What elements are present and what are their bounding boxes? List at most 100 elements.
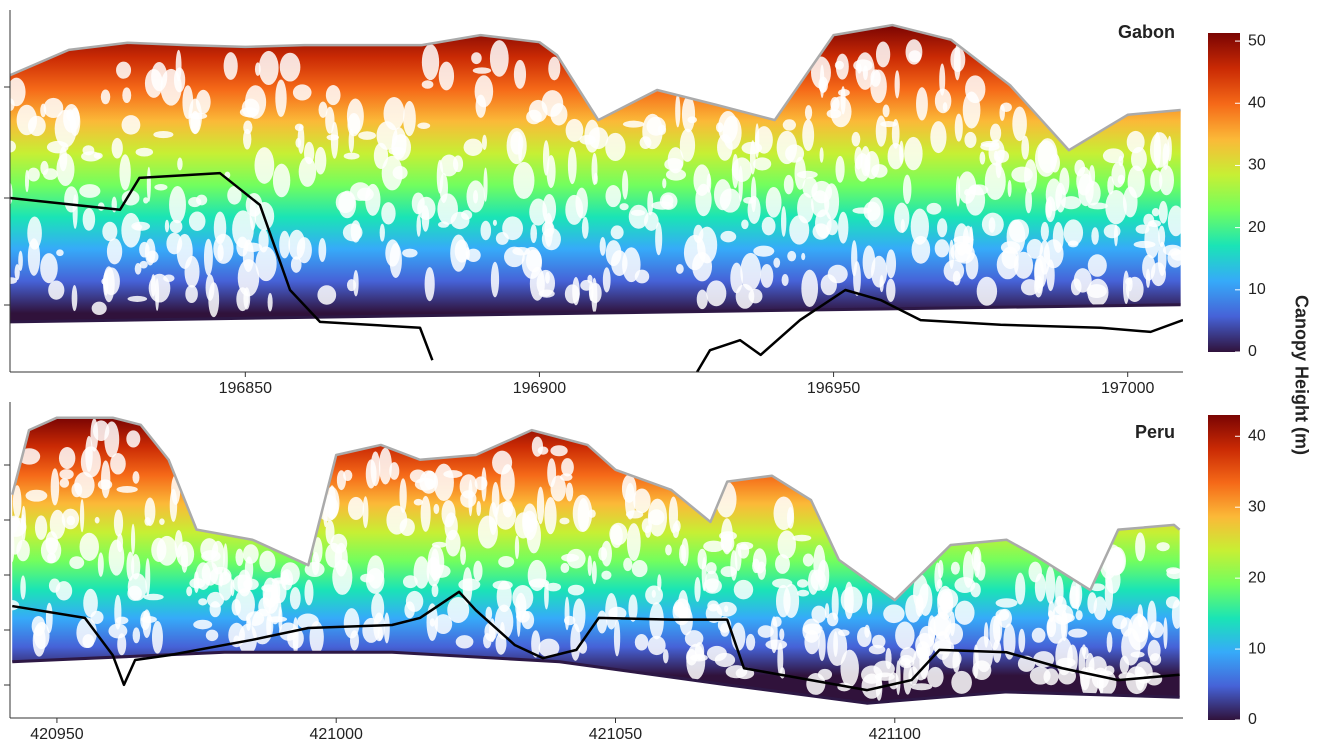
- canopy-gap: [353, 270, 359, 297]
- canopy-gap: [386, 505, 408, 535]
- canopy-gap: [934, 631, 952, 660]
- canopy-gap: [431, 541, 447, 548]
- canopy-gap: [1097, 670, 1117, 696]
- canopy-gap: [679, 544, 687, 564]
- canopy-gap: [414, 477, 436, 491]
- canopy-gap: [185, 285, 198, 304]
- canopy-gap: [18, 250, 23, 271]
- canopy-gap: [918, 595, 923, 604]
- canopy-gap: [237, 259, 260, 297]
- canopy-gap: [126, 430, 141, 448]
- canopy-gap: [715, 481, 737, 518]
- canopy-gap: [886, 249, 897, 279]
- canopy-gap: [116, 486, 138, 493]
- canopy-gap: [647, 190, 654, 216]
- canopy-gap: [441, 500, 456, 528]
- canopy-gap: [927, 666, 944, 688]
- canopy-gap: [657, 124, 667, 136]
- canopy-gap: [27, 115, 46, 137]
- canopy-gap: [999, 104, 1006, 121]
- canopy-gap: [1125, 666, 1148, 695]
- canopy-gap: [958, 171, 977, 204]
- canopy-gap: [529, 198, 548, 226]
- colorbar: [1208, 33, 1240, 352]
- canopy-gap: [1025, 188, 1033, 214]
- canopy-gap: [651, 201, 674, 210]
- canopy-gap: [421, 44, 440, 81]
- canopy-gap: [272, 163, 291, 198]
- canopy-gap: [733, 579, 754, 600]
- canopy-gap: [875, 41, 891, 68]
- canopy-gap: [242, 239, 254, 273]
- canopy-gap: [1158, 225, 1166, 248]
- canopy-gap: [898, 654, 915, 669]
- canopy-gap: [79, 499, 85, 533]
- canopy-gap: [431, 583, 439, 598]
- canopy-gap: [1054, 595, 1067, 615]
- canopy-gap: [681, 95, 696, 133]
- canopy-gap: [942, 102, 948, 112]
- canopy-gap: [644, 211, 659, 231]
- point-cloud: [12, 417, 1180, 704]
- canopy-gap: [132, 471, 140, 484]
- canopy-gap: [818, 76, 828, 93]
- canopy-gap: [1158, 200, 1168, 224]
- canopy-gap: [531, 436, 544, 457]
- canopy-gap: [521, 611, 535, 630]
- canopy-gap: [1011, 166, 1033, 183]
- canopy-gap: [781, 274, 789, 286]
- canopy-gap: [235, 548, 244, 566]
- colorbar-tick-label: 10: [1248, 640, 1266, 657]
- canopy-gap: [804, 105, 813, 121]
- canopy-gap: [292, 84, 312, 101]
- canopy-gap: [506, 127, 527, 165]
- colorbar-tick-label: 40: [1248, 427, 1266, 444]
- canopy-gap: [596, 610, 608, 634]
- canopy-gap: [97, 479, 113, 490]
- canopy-gap: [1162, 143, 1169, 170]
- canopy-gap: [417, 122, 431, 129]
- canopy-gap: [962, 91, 981, 129]
- canopy-gap: [1166, 568, 1183, 580]
- canopy-gap: [1087, 254, 1107, 277]
- canopy-gap: [1077, 173, 1094, 207]
- canopy-gap: [757, 625, 774, 638]
- canopy-gap: [1103, 224, 1121, 239]
- canopy-gap: [45, 602, 53, 634]
- canopy-gap: [512, 585, 534, 611]
- canopy-gap: [156, 535, 178, 566]
- canopy-gap: [145, 558, 151, 597]
- canopy-gap: [875, 115, 887, 147]
- canopy-gap: [280, 570, 290, 586]
- canopy-gap: [143, 197, 149, 204]
- canopy-gap: [1045, 198, 1053, 218]
- canopy-gap: [792, 534, 812, 542]
- canopy-gap: [613, 619, 621, 657]
- canopy-gap: [882, 104, 890, 118]
- canopy-gap: [59, 478, 70, 488]
- canopy-gap: [664, 158, 684, 171]
- canopy-gap: [964, 131, 977, 148]
- canopy-gap: [383, 612, 390, 644]
- canopy-gap: [111, 137, 123, 159]
- canopy-gap: [804, 629, 820, 655]
- canopy-gap: [624, 482, 636, 520]
- canopy-gap: [16, 539, 30, 562]
- canopy-gap: [1050, 153, 1060, 173]
- canopy-gap: [378, 447, 392, 485]
- canopy-gap: [447, 596, 470, 623]
- canopy-gap: [489, 40, 509, 77]
- canopy-gap: [195, 89, 211, 115]
- canopy-gap: [1145, 268, 1151, 288]
- canopy-gap: [314, 146, 327, 175]
- canopy-gap: [572, 494, 593, 532]
- canopy-gap: [815, 209, 832, 239]
- canopy-gap: [939, 63, 946, 96]
- canopy-gap: [703, 578, 722, 594]
- canopy-gap: [131, 221, 151, 231]
- canopy-gap: [1156, 542, 1170, 552]
- canopy-gap: [1081, 644, 1087, 657]
- canopy-gap: [1003, 623, 1016, 660]
- canopy-gap: [668, 496, 679, 534]
- canopy-gap: [66, 109, 74, 121]
